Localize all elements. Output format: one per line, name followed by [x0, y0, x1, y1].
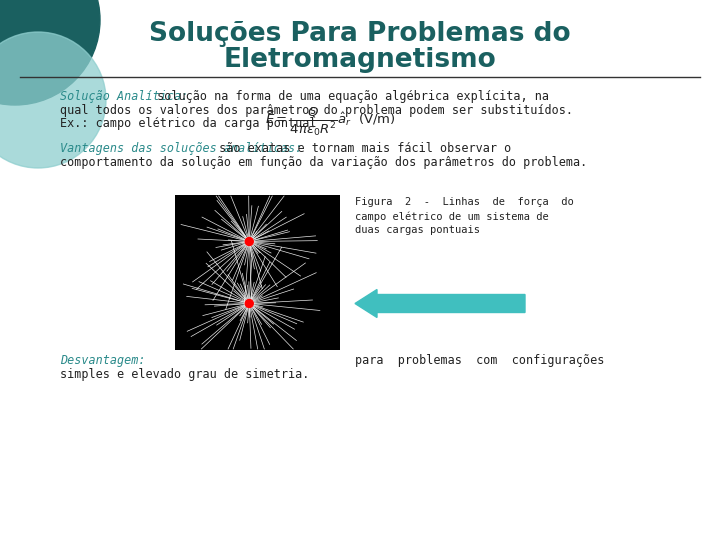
Bar — [175, 195, 340, 350]
Text: são exatas e tornam mais fácil observar o: são exatas e tornam mais fácil observar … — [212, 142, 511, 155]
Text: Ex.: campo elétrico da carga pontual: Ex.: campo elétrico da carga pontual — [60, 118, 317, 131]
Circle shape — [246, 238, 253, 246]
Text: simples e elevado grau de simetria.: simples e elevado grau de simetria. — [60, 368, 310, 381]
Text: para  problemas  com  configurações: para problemas com configurações — [355, 354, 604, 367]
Circle shape — [0, 32, 106, 168]
Text: comportamento da solução em função da variação dos parâmetros do problema.: comportamento da solução em função da va… — [60, 156, 588, 169]
Text: Eletromagnetismo: Eletromagnetismo — [224, 47, 496, 73]
Text: duas cargas pontuais: duas cargas pontuais — [355, 225, 480, 235]
Circle shape — [0, 0, 100, 105]
Text: $\vec{E} = \dfrac{Q}{4\pi\varepsilon_0 R^2}\hat{a}_r$  (V/m): $\vec{E} = \dfrac{Q}{4\pi\varepsilon_0 R… — [265, 106, 396, 138]
Text: Figura  2  -  Linhas  de  força  do: Figura 2 - Linhas de força do — [355, 197, 574, 207]
Text: Solução Analítica:: Solução Analítica: — [60, 90, 188, 103]
Text: Soluções Para Problemas do: Soluções Para Problemas do — [149, 21, 571, 47]
Text: solução na forma de uma equação algébrica explícita, na: solução na forma de uma equação algébric… — [150, 90, 549, 103]
Text: qual todos os valores dos parâmetros do problema podem ser substituídos.: qual todos os valores dos parâmetros do … — [60, 104, 573, 117]
Text: Desvantagem:: Desvantagem: — [60, 354, 145, 367]
Text: campo elétrico de um sistema de: campo elétrico de um sistema de — [355, 211, 549, 221]
Text: Vantagens das soluções analíticas:: Vantagens das soluções analíticas: — [60, 142, 302, 155]
FancyArrow shape — [355, 289, 525, 318]
Circle shape — [246, 300, 253, 307]
